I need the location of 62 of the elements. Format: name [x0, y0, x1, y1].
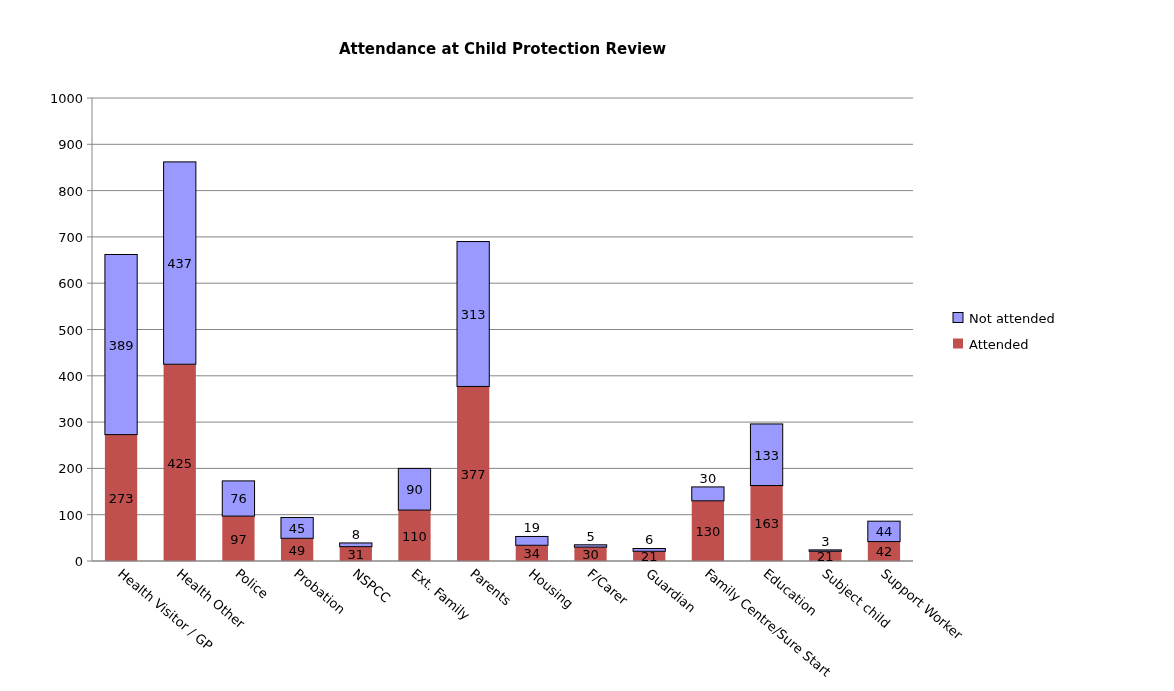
y-tick-label: 200 [58, 461, 83, 477]
bar [398, 510, 431, 561]
y-tick-label: 400 [58, 368, 83, 384]
chart-title: Attendance at Child Protection Review [338, 40, 667, 58]
data-label: 273 [108, 490, 134, 506]
y-tick-label: 0 [74, 554, 83, 569]
bar [573, 544, 608, 548]
data-label: 3 [821, 533, 830, 549]
data-label: 21 [816, 549, 834, 565]
bar [749, 423, 784, 487]
data-label: 389 [108, 337, 134, 353]
data-label: 5 [586, 528, 595, 544]
data-label: 30 [582, 547, 599, 563]
bar [104, 434, 138, 561]
bar [515, 535, 549, 546]
bar [750, 485, 783, 561]
y-tick-label: 1000 [49, 91, 83, 106]
bar [456, 241, 490, 387]
data-label: 76 [230, 491, 247, 507]
y-tick-label: 700 [58, 229, 83, 245]
data-label: 377 [460, 466, 486, 482]
data-label: 34 [523, 546, 541, 562]
data-label: 163 [754, 516, 779, 532]
data-label: 97 [230, 531, 247, 547]
bar [280, 516, 314, 539]
bar [104, 253, 138, 436]
bar [222, 516, 255, 561]
y-tick-label: 500 [58, 322, 83, 338]
y-tick-label: 300 [58, 415, 83, 431]
data-label: 425 [167, 455, 193, 471]
data-label: 44 [875, 524, 893, 540]
legend-label: Attended [969, 336, 1029, 352]
data-label: 110 [402, 528, 427, 544]
data-label: 6 [645, 532, 654, 548]
data-label: 21 [640, 549, 658, 565]
data-label: 30 [699, 470, 717, 486]
y-tick-label: 800 [58, 183, 83, 199]
bar [691, 486, 725, 502]
data-label: 19 [523, 520, 541, 536]
data-label: 313 [460, 306, 486, 322]
data-label: 130 [695, 523, 721, 539]
y-tick-label: 100 [58, 507, 83, 523]
bar [163, 364, 196, 561]
data-label: 133 [754, 447, 779, 463]
bar [691, 500, 725, 561]
y-tick-label: 600 [58, 276, 83, 292]
data-label: 90 [406, 482, 423, 498]
bar [867, 520, 901, 543]
y-tick-label: 900 [58, 137, 83, 153]
bar [457, 386, 490, 561]
legend-label: Not attended [969, 310, 1055, 326]
data-label: 31 [347, 546, 365, 562]
data-label: 8 [351, 526, 360, 542]
bar [339, 542, 373, 548]
data-label: 45 [288, 520, 306, 536]
bar [221, 480, 256, 517]
data-label: 42 [875, 544, 893, 560]
data-label: 49 [288, 542, 306, 558]
bar [632, 548, 666, 552]
bar [163, 161, 197, 365]
bar [397, 467, 432, 511]
data-label: 437 [167, 256, 193, 272]
